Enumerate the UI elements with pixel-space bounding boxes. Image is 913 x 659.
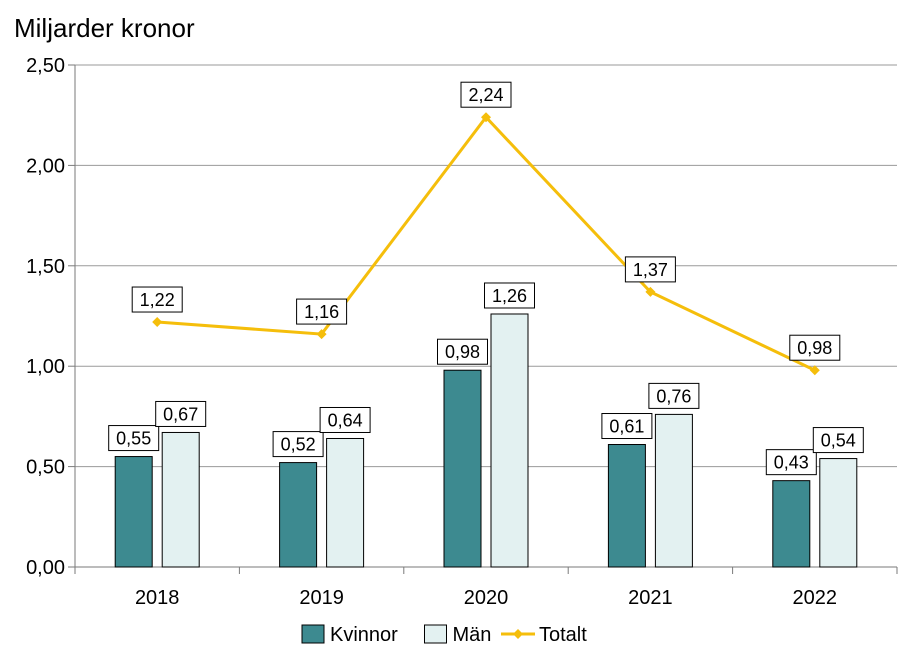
x-tick-label: 2020 <box>464 587 509 609</box>
bar-mn-2020 <box>490 313 529 568</box>
data-label-box <box>108 425 160 452</box>
x-tick-labels: 2018 2019 2020 2021 2022 <box>135 587 837 609</box>
bar-kvinnor-2018 <box>114 456 153 568</box>
data-label-box <box>155 400 207 427</box>
data-label-box <box>460 81 512 108</box>
legend-label: Män <box>453 624 492 646</box>
point-totalt-2021 <box>645 286 656 297</box>
data-label: 1,37 <box>633 260 668 280</box>
y-axis-title: Miljarder kronor <box>14 13 195 43</box>
data-label-box <box>131 286 183 313</box>
y-tick-label: 2,00 <box>26 155 65 177</box>
legend: Kvinnor Män Totalt <box>301 624 587 646</box>
bar-mn-2021 <box>654 413 693 568</box>
data-label: 0,54 <box>821 431 856 451</box>
data-label: 2,24 <box>468 85 503 105</box>
data-label-box <box>789 334 841 361</box>
data-label: 0,98 <box>797 338 832 358</box>
line-totalt <box>157 114 816 372</box>
y-tick-labels: 0,00 0,50 1,00 1,50 2,00 2,50 <box>26 55 65 579</box>
bar-mn-2019 <box>326 437 365 568</box>
data-label: 0,98 <box>445 342 480 362</box>
legend-swatch <box>301 624 325 644</box>
point-totalt-2020 <box>481 112 491 123</box>
data-label: 1,26 <box>492 286 527 306</box>
data-label: 0,64 <box>328 410 363 430</box>
y-tick-label: 0,00 <box>26 557 65 579</box>
data-label-box <box>765 449 817 476</box>
data-label-box <box>648 382 700 409</box>
bars <box>114 313 858 568</box>
totalt-line-series <box>152 112 820 376</box>
data-labels: 0,55 0,52 0,98 0,61 0,43 0,67 0,64 1,26 0,76 0,54… <box>108 81 864 476</box>
y-tick-label: 2,50 <box>26 55 65 77</box>
x-tick-label: 2021 <box>628 587 673 609</box>
point-totalt-2018 <box>152 317 163 328</box>
data-label-box <box>812 427 864 454</box>
data-label: 0,55 <box>116 429 151 449</box>
axes <box>68 64 898 574</box>
y-tick-label: 0,50 <box>26 457 65 479</box>
data-label-box <box>272 431 324 458</box>
bar-kvinnor-2022 <box>772 480 811 568</box>
legend-marker <box>513 629 523 639</box>
legend-label: Kvinnor <box>330 624 398 646</box>
bar-kvinnor-2021 <box>607 444 646 568</box>
data-label-box <box>601 413 653 440</box>
bar-kvinnor-2019 <box>279 462 318 568</box>
data-label-box <box>319 406 371 433</box>
data-label-box <box>296 298 348 325</box>
data-label: 0,67 <box>163 404 198 424</box>
data-label: 0,61 <box>609 417 644 437</box>
data-label: 1,22 <box>140 290 175 310</box>
legend-label: Totalt <box>539 624 587 646</box>
bar-mn-2022 <box>819 458 858 568</box>
bar-mn-2018 <box>161 431 200 568</box>
data-label: 0,76 <box>656 386 691 406</box>
y-tick-label: 1,00 <box>26 356 65 378</box>
data-label: 0,52 <box>281 435 316 455</box>
data-label-box <box>484 282 535 309</box>
point-totalt-2019 <box>316 329 327 340</box>
x-tick-label: 2022 <box>793 587 838 609</box>
data-label-box <box>437 338 488 365</box>
data-label-box <box>624 256 676 283</box>
x-tick-label: 2019 <box>299 587 344 609</box>
data-label: 0,43 <box>774 453 809 473</box>
bar-kvinnor-2020 <box>443 369 482 568</box>
point-totalt-2022 <box>809 365 820 376</box>
x-tick-label: 2018 <box>135 587 180 609</box>
y-tick-label: 1,50 <box>26 256 65 278</box>
gridlines <box>75 64 897 468</box>
data-label: 1,16 <box>304 302 339 322</box>
legend-swatch <box>424 624 447 644</box>
